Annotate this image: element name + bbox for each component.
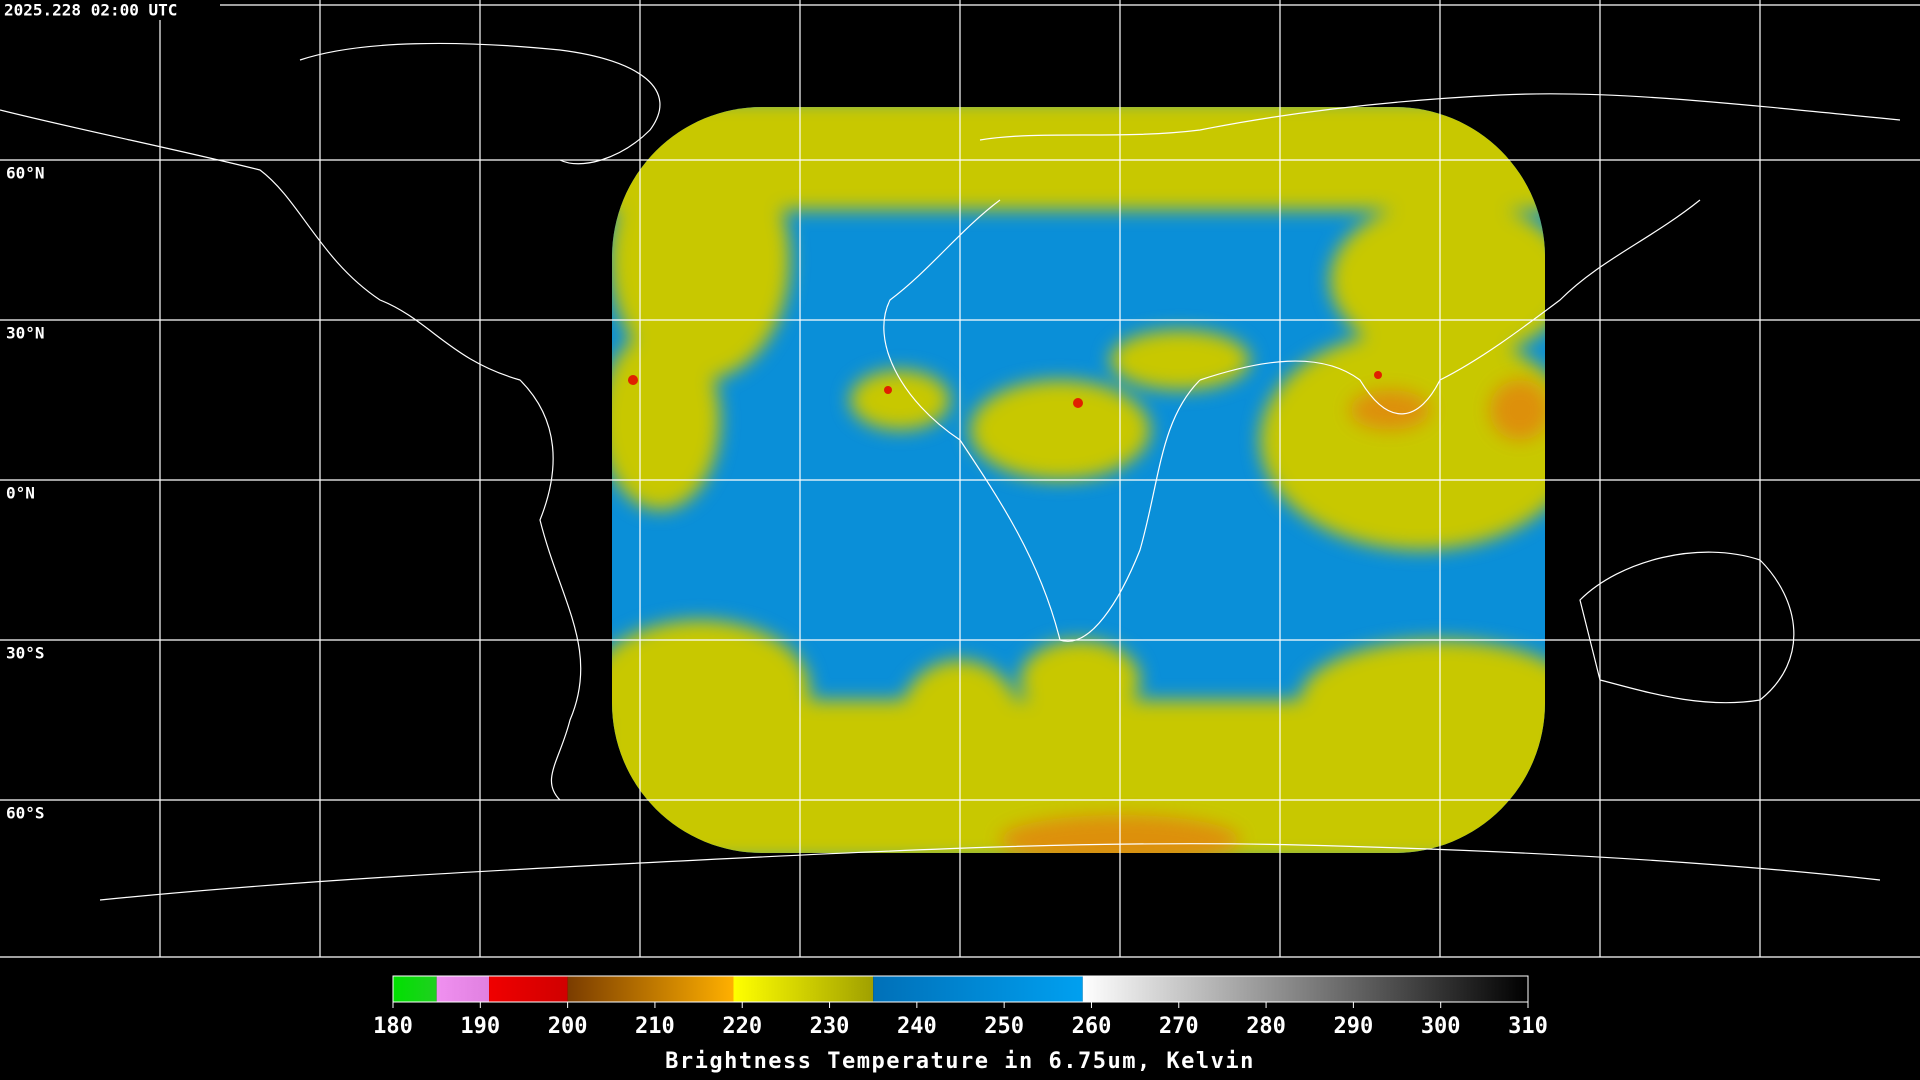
latitude-label: 30°S bbox=[6, 644, 45, 663]
latitude-label: 60°N bbox=[6, 164, 45, 183]
colorbar-segment bbox=[873, 976, 1083, 1002]
colorbar-tick-label: 260 bbox=[1072, 1014, 1112, 1039]
colorbar-tick-label: 240 bbox=[897, 1014, 937, 1039]
latitude-labels: 60°N 30°N 0°N 30°S 60°S bbox=[6, 164, 45, 823]
colorbar-tick-label: 300 bbox=[1421, 1014, 1461, 1039]
colorbar-tick-label: 210 bbox=[635, 1014, 675, 1039]
colorbar-tick-label: 180 bbox=[373, 1014, 413, 1039]
colorbar-segment bbox=[489, 976, 568, 1002]
latitude-label: 60°S bbox=[6, 804, 45, 823]
colorbar-tick-label: 280 bbox=[1246, 1014, 1286, 1039]
colorbar-tick-label: 190 bbox=[460, 1014, 500, 1039]
colorbar-segment bbox=[1082, 976, 1528, 1002]
colorbar: 180 190 200 210 220 230 240 250 260 270 280 290 300 3… bbox=[373, 975, 1548, 1039]
colorbar-tick-label: 220 bbox=[722, 1014, 762, 1039]
colorbar-segment bbox=[567, 976, 734, 1002]
satellite-image bbox=[612, 107, 1545, 853]
colorbar-title: Brightness Temperature in 6.75um, Kelvin bbox=[665, 1049, 1255, 1074]
colorbar-segment bbox=[436, 976, 490, 1002]
graticule bbox=[0, 0, 1920, 958]
colorbar-tick-label: 310 bbox=[1508, 1014, 1548, 1039]
colorbar-segment bbox=[733, 976, 874, 1002]
latitude-label: 30°N bbox=[6, 324, 45, 343]
timestamp-bg bbox=[0, 0, 220, 20]
colorbar-tick-label: 290 bbox=[1334, 1014, 1374, 1039]
colorbar-frame bbox=[392, 975, 1529, 1003]
colorbar-tick-label: 200 bbox=[548, 1014, 588, 1039]
colorbar-tick-label: 250 bbox=[984, 1014, 1024, 1039]
colorbar-tick-label: 230 bbox=[810, 1014, 850, 1039]
colorbar-segment bbox=[393, 976, 437, 1002]
timestamp: 2025.228 02:00 UTC bbox=[4, 1, 177, 20]
latitude-label: 0°N bbox=[6, 484, 35, 503]
colorbar-tick-label: 270 bbox=[1159, 1014, 1199, 1039]
